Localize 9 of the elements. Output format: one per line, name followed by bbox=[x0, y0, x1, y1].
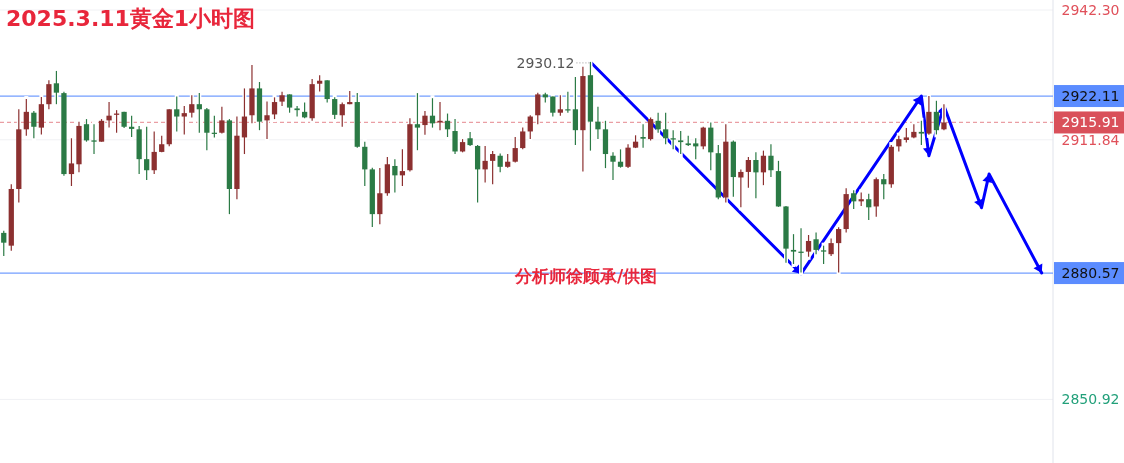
chart-title: 2025.3.11黄金1小时图 bbox=[6, 6, 256, 31]
y-tick-label: 2911.84 bbox=[1061, 131, 1120, 148]
ref-line-label: 2922.11 bbox=[1061, 88, 1120, 105]
y-tick-label: 2850.92 bbox=[1061, 391, 1120, 408]
annotation: 2930.12 bbox=[516, 54, 575, 71]
y-tick-label: 2942.30 bbox=[1061, 2, 1120, 18]
ref-line-label: 2880.57 bbox=[1061, 265, 1120, 282]
ref-line-label: 2915.91 bbox=[1061, 114, 1120, 131]
annotation: 分析师徐顾承/供图 bbox=[513, 266, 658, 286]
